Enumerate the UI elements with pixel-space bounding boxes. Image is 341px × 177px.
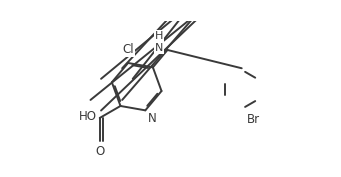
- Text: Br: Br: [247, 113, 260, 126]
- Text: H
N: H N: [155, 31, 163, 53]
- Text: Cl: Cl: [122, 43, 134, 56]
- Text: N: N: [148, 112, 157, 125]
- Text: HO: HO: [78, 110, 97, 123]
- Text: O: O: [95, 145, 104, 158]
